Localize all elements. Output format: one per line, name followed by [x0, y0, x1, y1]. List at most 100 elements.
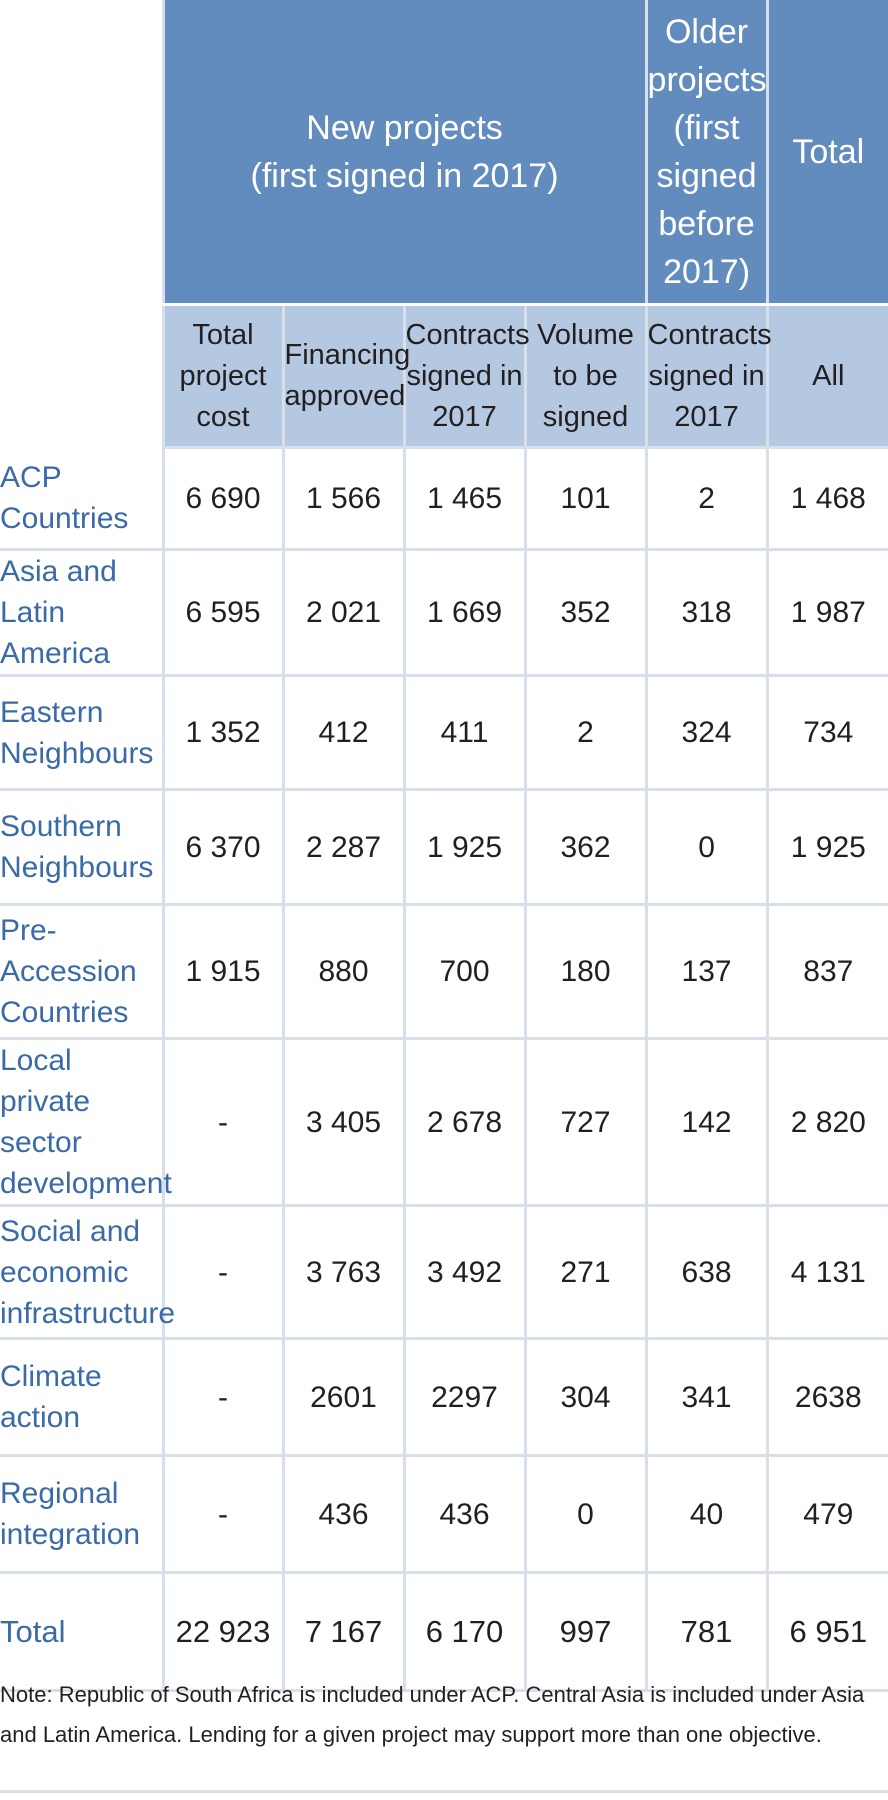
row-label: Southern Neighbours — [0, 789, 163, 906]
table-cell: 40 — [644, 1455, 768, 1574]
table-cell: 180 — [523, 904, 647, 1040]
header-row-sub: Total project cost Financing approved Co… — [0, 304, 888, 449]
subheader-all: All — [765, 304, 888, 449]
table-cell: 727 — [523, 1038, 647, 1207]
table-cell: 700 — [402, 904, 525, 1040]
table-cell: 318 — [644, 549, 768, 677]
new-projects-header: New projects (first signed in 2017) — [161, 0, 647, 306]
row-label: Eastern Neighbours — [0, 675, 163, 791]
table-row: ACP Countries 6 690 1 566 1 465 101 2 1 … — [0, 447, 888, 551]
table-cell: 1 465 — [402, 447, 525, 551]
table-row: Eastern Neighbours 1 352 412 411 2 324 7… — [0, 675, 888, 791]
total-row-label: Total — [0, 1572, 163, 1692]
table-row: Asia and Latin America 6 595 2 021 1 669… — [0, 549, 888, 677]
table-cell: 271 — [523, 1205, 647, 1340]
total-cell: 6 170 — [402, 1572, 525, 1692]
table-cell: 362 — [523, 789, 647, 906]
table-cell: 101 — [523, 447, 647, 551]
total-header-text: Total — [792, 132, 865, 171]
table-cell: 142 — [644, 1038, 768, 1207]
table-cell: 1 669 — [402, 549, 525, 677]
table-cell: 0 — [644, 789, 768, 906]
table-cell: 880 — [281, 904, 404, 1040]
row-label-text: Climate action — [0, 1360, 102, 1434]
table-cell: 2601 — [281, 1338, 404, 1457]
table-cell: 638 — [644, 1205, 768, 1340]
table-cell: 1 352 — [161, 675, 283, 791]
table-cell: 352 — [523, 549, 647, 677]
row-label: Climate action — [0, 1338, 163, 1457]
table-cell: 2297 — [402, 1338, 525, 1457]
total-header: Total — [765, 0, 888, 306]
row-label: Regional integration — [0, 1455, 163, 1574]
table-cell: 2638 — [765, 1338, 888, 1457]
subheader-contracts-signed-new: Contracts signed in 2017 — [402, 304, 530, 449]
lending-table: New projects (first signed in 2017) Olde… — [0, 0, 888, 1692]
new-projects-header-text: New projects (first signed in 2017) — [250, 108, 559, 195]
table-cell: 1 987 — [765, 549, 888, 677]
subheader-total-project-cost: Total project cost — [161, 304, 283, 449]
row-label-text: Social and economic infrastructure — [0, 1214, 176, 1330]
table-cell: 0 — [523, 1455, 647, 1574]
table-cell: 3 492 — [402, 1205, 525, 1340]
row-label-text: Southern Neighbours — [0, 810, 154, 884]
table-cell: 6 370 — [161, 789, 283, 906]
table-cell: 2 021 — [281, 549, 404, 677]
table-row: Local private sector development - 3 405… — [0, 1038, 888, 1207]
subheader-contracts-signed-new-text: Contracts signed in 2017 — [405, 318, 530, 433]
table-cell: 734 — [765, 675, 888, 791]
row-label-text: ACP Countries — [0, 460, 129, 535]
row-label: Local private sector development — [0, 1038, 172, 1207]
table-row: Southern Neighbours 6 370 2 287 1 925 36… — [0, 789, 888, 906]
table-cell: 1 468 — [765, 447, 888, 551]
total-cell: 997 — [523, 1572, 647, 1692]
table-cell: 837 — [765, 904, 888, 1040]
table-row: Climate action - 2601 2297 304 341 2638 — [0, 1338, 888, 1457]
table-cell: - — [161, 1038, 283, 1207]
table-cell: 479 — [765, 1455, 888, 1574]
subheader-financing-approved: Financing approved — [281, 304, 410, 449]
row-label-text: Local private sector development — [0, 1044, 172, 1200]
subheader-volume-to-be-signed-text: Volume to be signed — [537, 318, 634, 433]
subheader-contracts-signed-older-text: Contracts signed in 2017 — [647, 318, 772, 433]
table-cell: - — [161, 1455, 283, 1574]
table-cell: 324 — [644, 675, 768, 791]
subheader-total-project-cost-text: Total project cost — [179, 318, 267, 433]
table-cell: 436 — [402, 1455, 525, 1574]
row-label-text: Pre- Accession Countries — [0, 914, 137, 1029]
total-cell: 781 — [644, 1572, 768, 1692]
table-cell: 6 595 — [161, 549, 283, 677]
table-cell: 137 — [644, 904, 768, 1040]
table-cell: 1 915 — [161, 904, 283, 1040]
table-cell: 341 — [644, 1338, 768, 1457]
total-cell: 7 167 — [281, 1572, 404, 1692]
total-cell: 22 923 — [161, 1572, 283, 1692]
bottom-divider — [0, 1790, 888, 1793]
table-cell: 1 925 — [402, 789, 525, 906]
header-row-top: New projects (first signed in 2017) Olde… — [0, 0, 888, 306]
corner-cell-sub — [0, 304, 163, 448]
table-cell: 436 — [281, 1455, 404, 1574]
table-cell: 6 690 — [161, 447, 283, 551]
table-cell: 3 405 — [281, 1038, 404, 1207]
table-cell: 2 820 — [765, 1038, 888, 1207]
subheader-financing-approved-text: Financing approved — [284, 339, 411, 412]
table-row: Pre- Accession Countries 1 915 880 700 1… — [0, 904, 888, 1040]
row-label-text: Asia and Latin America — [0, 555, 117, 670]
table-cell: 2 287 — [281, 789, 404, 906]
table-cell: 412 — [281, 675, 404, 791]
row-label-text: Eastern Neighbours — [0, 695, 154, 770]
subheader-volume-to-be-signed: Volume to be signed — [523, 304, 647, 449]
table-cell: 411 — [402, 675, 525, 791]
row-label-text: Regional integration — [0, 1477, 141, 1551]
table-cell: 1 925 — [765, 789, 888, 906]
table-cell: 2 — [644, 447, 768, 551]
corner-cell — [0, 0, 163, 305]
table-cell: 3 763 — [281, 1205, 404, 1340]
table-row: Regional integration - 436 436 0 40 479 — [0, 1455, 888, 1574]
table-row: Social and economic infrastructure - 3 7… — [0, 1205, 888, 1340]
row-label: Pre- Accession Countries — [0, 904, 163, 1040]
row-label: Asia and Latin America — [0, 549, 163, 677]
table-cell: 4 131 — [765, 1205, 888, 1340]
